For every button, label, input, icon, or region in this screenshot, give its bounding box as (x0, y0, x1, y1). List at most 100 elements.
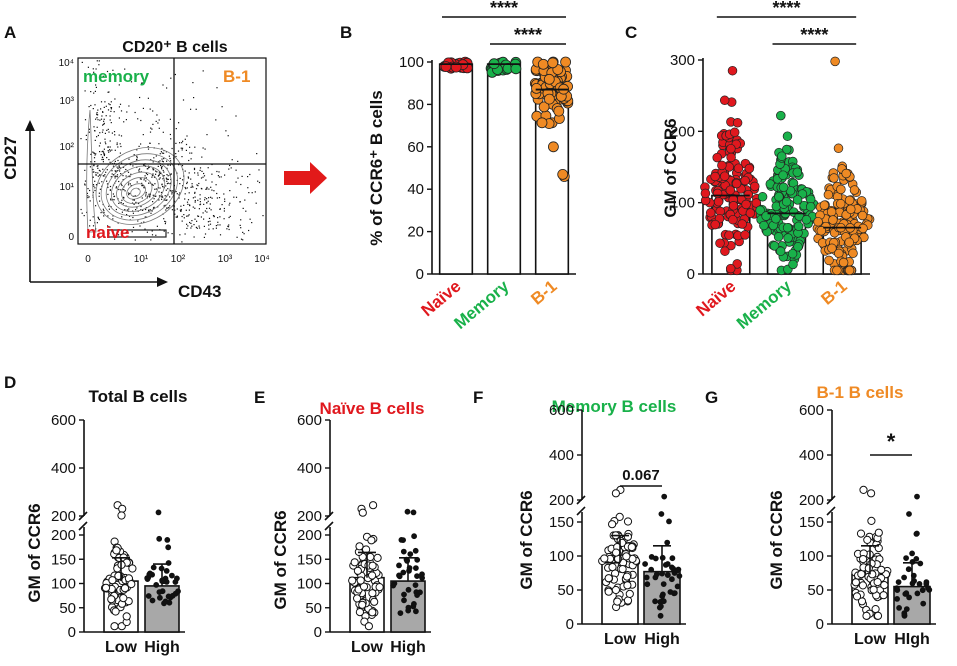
flow-event-dot (129, 77, 131, 80)
flow-event-dot (107, 193, 109, 195)
flow-event-dot (167, 207, 169, 209)
flow-event-dot (109, 104, 111, 106)
flow-event-dot (150, 127, 152, 129)
data-point (725, 185, 736, 195)
flow-event-dot (221, 204, 223, 206)
flow-event-dot (98, 195, 100, 197)
flow-event-dot (151, 234, 154, 236)
flow-event-dot (107, 146, 109, 148)
panel-a-y-tick-label: 10² (60, 142, 75, 153)
flow-event-dot (89, 200, 91, 202)
data-point (775, 246, 786, 257)
flow-event-dot (182, 140, 184, 142)
flow-event-dot (115, 187, 117, 189)
flow-event-dot (164, 220, 166, 222)
y-tick-label: 400 (799, 447, 824, 464)
flow-event-dot (106, 180, 108, 182)
flow-event-dot (152, 110, 154, 112)
flow-event-dot (218, 171, 220, 173)
data-point (608, 520, 617, 529)
flow-event-dot (158, 199, 160, 201)
flow-event-dot (99, 142, 101, 144)
panel-g: G B-1 B cells GM of CCR6 0 50 100 150 200 400… (705, 383, 936, 648)
flow-event-dot (202, 176, 204, 178)
flow-event-dot (244, 199, 246, 201)
flow-event-dot (193, 168, 196, 171)
flow-event-dot (212, 228, 214, 230)
flow-event-dot (174, 209, 176, 211)
flow-event-dot (197, 185, 199, 187)
flow-density-contours (86, 109, 185, 238)
data-point (625, 589, 634, 599)
flow-event-dot (226, 228, 228, 230)
flow-event-dot (144, 216, 146, 218)
flow-event-dot (211, 197, 213, 199)
flow-event-dot (99, 174, 101, 176)
flow-event-dot (131, 202, 134, 204)
flow-event-dot (178, 197, 180, 199)
density-contour-ring (86, 109, 97, 233)
flow-event-dot (163, 158, 165, 160)
flow-event-dot (162, 185, 164, 188)
data-point (743, 189, 754, 200)
panel-a-x-tick-label: 10² (171, 254, 186, 265)
y-tick-label: 100 (549, 548, 574, 565)
data-point (727, 65, 738, 76)
flow-event-dot (213, 190, 215, 192)
flow-event-dot (96, 113, 98, 115)
flow-event-dot (215, 184, 217, 186)
flow-event-dot (187, 203, 189, 205)
flow-event-dot (89, 166, 91, 168)
data-point (400, 548, 407, 555)
flow-event-dot (97, 172, 99, 174)
flow-event-dot (215, 227, 217, 229)
flow-event-dot (152, 168, 154, 170)
flow-event-dot (93, 152, 95, 154)
flow-event-dot (108, 205, 110, 207)
data-point (163, 568, 170, 574)
flow-event-dot (201, 170, 203, 172)
data-point (895, 579, 902, 585)
flow-event-dot (116, 170, 118, 172)
flow-event-dot (229, 164, 231, 167)
flow-event-dot (102, 168, 104, 170)
flow-event-dot (184, 186, 186, 189)
flow-event-dot (116, 143, 118, 146)
panel-a-x-tick-label: 10⁴ (254, 254, 269, 265)
flow-event-dot (126, 111, 128, 113)
flow-event-dot (160, 166, 163, 169)
flow-event-dot (165, 185, 167, 187)
flow-event-dot (209, 223, 212, 225)
data-point (777, 151, 787, 161)
flow-event-dot (97, 175, 99, 177)
flow-event-dot (155, 188, 157, 190)
flow-event-dot (248, 229, 250, 232)
data-point (355, 542, 364, 551)
data-point (731, 178, 742, 189)
data-point (390, 582, 397, 589)
x-category-label: High (144, 639, 180, 656)
flow-event-dot (209, 220, 211, 222)
flow-event-dot (237, 177, 239, 179)
flow-event-dot (139, 96, 141, 99)
flow-event-dot (123, 189, 125, 191)
flow-event-dot (99, 170, 101, 172)
flow-event-dot (153, 176, 156, 178)
data-point (368, 571, 377, 580)
flow-event-dot (194, 196, 196, 198)
flow-event-dot (202, 147, 204, 149)
data-point (805, 201, 816, 212)
flow-event-dot (215, 119, 217, 121)
data-point (412, 547, 419, 554)
axis-break-mark (576, 506, 586, 516)
flow-event-dot (185, 143, 188, 146)
data-point (744, 163, 755, 174)
flow-event-dot (97, 134, 99, 137)
flow-event-dot (149, 131, 152, 133)
flow-event-dot (130, 173, 132, 175)
panel-d: D Total B cells GM of CCR6 0 50 100 150 200 2… (4, 373, 187, 656)
flow-event-dot (103, 148, 105, 150)
flow-event-dot (142, 134, 144, 136)
flow-event-dot (217, 224, 219, 226)
flow-event-dot (118, 134, 120, 136)
